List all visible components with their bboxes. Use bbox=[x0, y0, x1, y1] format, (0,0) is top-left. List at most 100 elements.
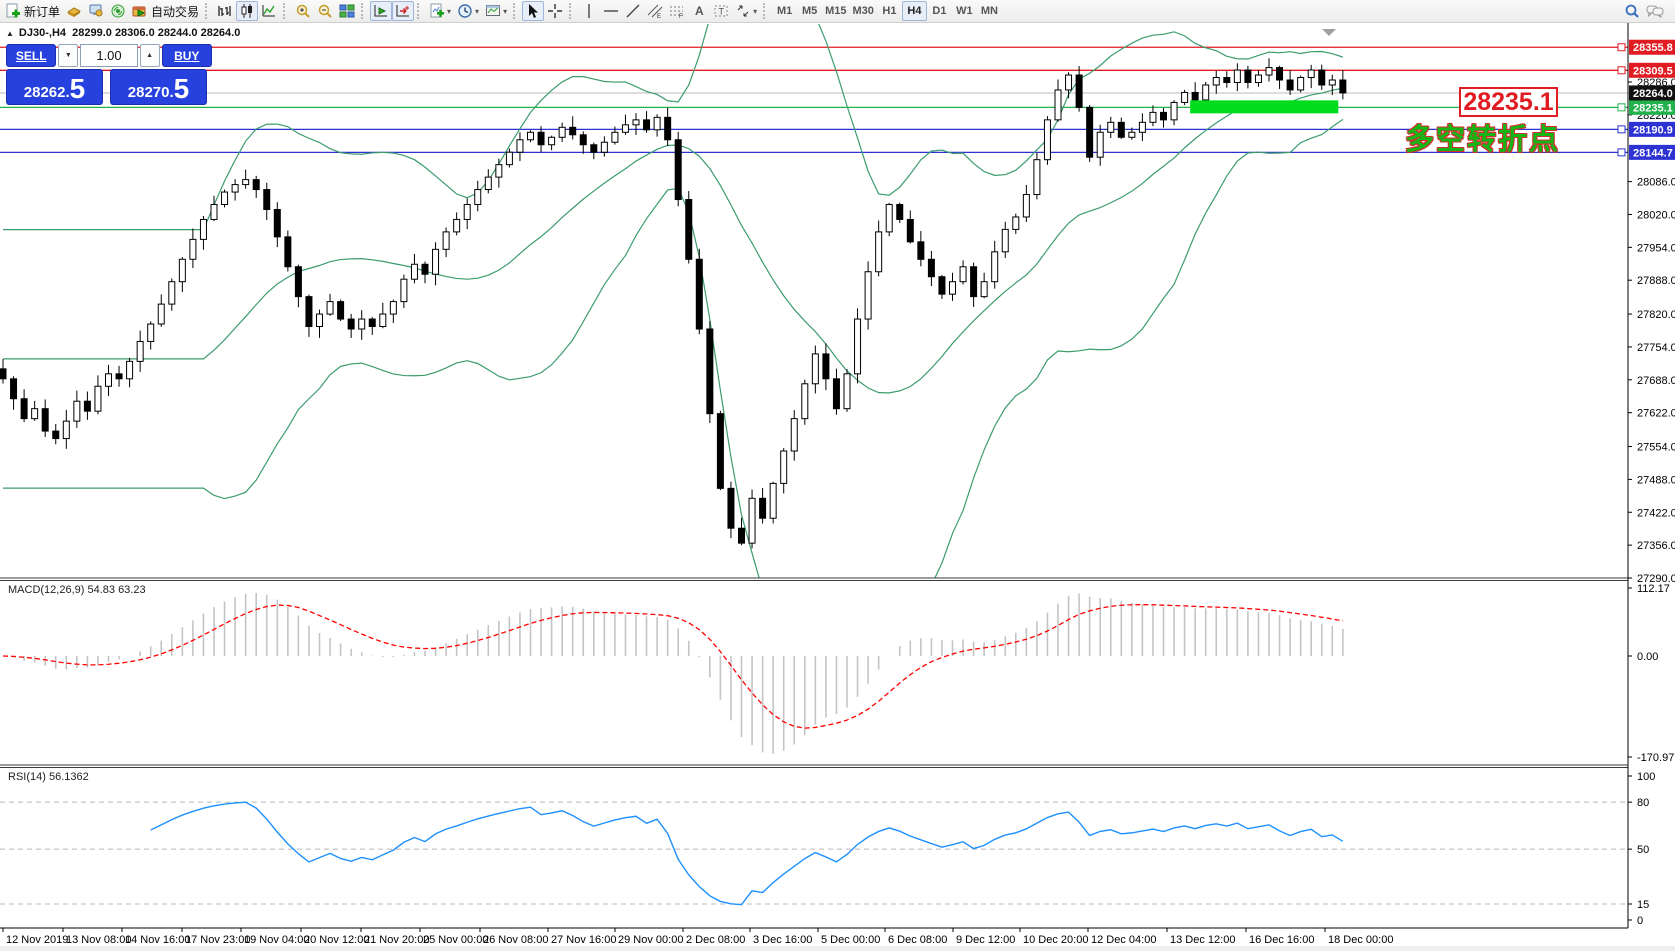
sell-price-display[interactable]: 28262. 5 bbox=[6, 69, 103, 105]
hline-handle[interactable] bbox=[1617, 125, 1626, 134]
candlestick-chart-button[interactable] bbox=[236, 1, 259, 21]
toolbar-grip bbox=[283, 3, 288, 19]
toolbar-grip bbox=[417, 3, 422, 19]
candle-body bbox=[527, 131, 534, 141]
chat-icon bbox=[1646, 5, 1664, 18]
price-callout-label[interactable]: 28235.1 bbox=[1459, 87, 1558, 117]
timeframe-m1-button[interactable]: M1 bbox=[776, 5, 793, 17]
autotrading-icon bbox=[132, 6, 146, 17]
candle-body bbox=[41, 408, 49, 432]
tile-windows-icon bbox=[339, 4, 355, 18]
svg-text:F: F bbox=[679, 14, 683, 19]
text-button[interactable]: A bbox=[688, 1, 710, 21]
hline-handle[interactable] bbox=[1617, 103, 1626, 112]
auto-scroll-button[interactable] bbox=[370, 1, 393, 21]
text-label-icon: T bbox=[714, 5, 728, 17]
cursor-button[interactable] bbox=[522, 1, 545, 21]
market-watch-button[interactable] bbox=[63, 1, 85, 21]
timeframe-m5-button[interactable]: M5 bbox=[801, 5, 818, 17]
indicators-icon bbox=[430, 3, 445, 18]
line-chart-button[interactable] bbox=[258, 1, 280, 21]
horizontal-line-button[interactable] bbox=[600, 1, 622, 21]
chat-button[interactable] bbox=[1643, 1, 1667, 21]
candle-body bbox=[600, 141, 608, 153]
macd-label: MACD(12,26,9) 54.83 63.23 bbox=[8, 584, 146, 596]
arrows-icon bbox=[737, 5, 749, 17]
chart-shift-button[interactable] bbox=[392, 1, 415, 21]
tile-windows-button[interactable] bbox=[336, 1, 358, 21]
arrows-button[interactable]: ▾ bbox=[732, 1, 760, 21]
profiles-button[interactable] bbox=[85, 1, 107, 21]
text-label-button[interactable]: T bbox=[710, 1, 732, 21]
hline-handle[interactable] bbox=[1617, 43, 1626, 52]
trendline-icon bbox=[626, 4, 640, 18]
turning-point-annotation[interactable]: 多空转折点 bbox=[1404, 124, 1560, 156]
vertical-line-button[interactable] bbox=[578, 1, 600, 21]
candle-body bbox=[1297, 77, 1305, 91]
chart-shift-marker-icon[interactable] bbox=[1322, 29, 1336, 36]
periods-button[interactable]: ▾ bbox=[454, 1, 482, 21]
volume-increase-button[interactable]: ▲ bbox=[139, 44, 160, 67]
signals-button[interactable] bbox=[107, 1, 129, 21]
hline-handle[interactable] bbox=[1617, 66, 1626, 75]
templates-button[interactable]: ▾ bbox=[482, 1, 510, 21]
zoom-out-button[interactable] bbox=[314, 1, 336, 21]
time-tick-label: 3 Dec 16:00 bbox=[753, 934, 812, 946]
candle-body bbox=[83, 400, 91, 412]
trendline-button[interactable] bbox=[622, 1, 644, 21]
candle-body bbox=[590, 144, 598, 153]
fibonacci-button[interactable]: F bbox=[666, 1, 688, 21]
hline-handle[interactable] bbox=[1617, 148, 1626, 157]
candle-body bbox=[896, 204, 904, 220]
bar-chart-icon bbox=[218, 6, 231, 16]
time-tick-label: 14 Nov 16:00 bbox=[125, 934, 190, 946]
search-button[interactable] bbox=[1621, 1, 1643, 21]
indicators-button[interactable]: ▾ bbox=[426, 1, 454, 21]
timeframe-h1-button[interactable]: H1 bbox=[882, 5, 897, 17]
volume-decrease-button[interactable]: ▼ bbox=[58, 44, 79, 67]
text-icon: A bbox=[695, 4, 704, 18]
price-tick-label: 27954.0 bbox=[1637, 242, 1675, 254]
equidistant-channel-button[interactable]: E bbox=[644, 1, 666, 21]
sell-button[interactable]: SELL bbox=[6, 44, 57, 67]
main-price-panel bbox=[0, 24, 1628, 578]
candle-body bbox=[62, 420, 70, 440]
candle-body bbox=[885, 204, 893, 233]
crosshair-button[interactable] bbox=[544, 1, 566, 21]
rsi-panel bbox=[0, 801, 1628, 906]
bar-chart-button[interactable] bbox=[214, 1, 236, 21]
buy-button[interactable]: BUY bbox=[161, 44, 212, 67]
timeframe-m15-button[interactable]: M15 bbox=[825, 5, 847, 17]
collapse-panel-icon[interactable]: ▲ bbox=[6, 29, 14, 38]
buy-price-display[interactable]: 28270. 5 bbox=[110, 69, 207, 105]
timeframe-mn-button[interactable]: MN bbox=[980, 5, 998, 17]
candle-body bbox=[10, 378, 18, 400]
price-badge-label: 28190.9 bbox=[1633, 124, 1673, 136]
candle-body bbox=[1170, 101, 1178, 121]
price-tick-label: 27290.0 bbox=[1637, 573, 1675, 585]
time-tick-label: 6 Dec 08:00 bbox=[888, 934, 947, 946]
price-badge-label: 28309.5 bbox=[1633, 65, 1673, 77]
candle-body bbox=[801, 383, 809, 420]
highlight-zone-bar[interactable] bbox=[1190, 100, 1339, 114]
timeframe-w1-button[interactable]: W1 bbox=[956, 5, 973, 17]
candle-body bbox=[263, 189, 271, 210]
candle-body bbox=[569, 126, 577, 136]
candle-body bbox=[653, 116, 661, 131]
rsi-title: RSI(14) bbox=[8, 771, 46, 783]
horizontal-line-icon bbox=[604, 10, 619, 12]
volume-input[interactable]: 1.00 bbox=[80, 44, 138, 67]
autotrading-button[interactable]: 自动交易 bbox=[129, 1, 202, 21]
candle-body bbox=[316, 313, 323, 328]
timeframe-m30-button[interactable]: M30 bbox=[852, 5, 874, 17]
new-order-button[interactable]: 新订单 bbox=[2, 1, 63, 21]
price-tick-label: 27554.0 bbox=[1637, 442, 1675, 454]
candle-body bbox=[432, 248, 440, 275]
candle-body bbox=[1075, 74, 1083, 108]
timeframe-h4-button[interactable]: H4 bbox=[901, 1, 927, 21]
rsi-label: RSI(14) 56.1362 bbox=[8, 771, 89, 783]
zoom-in-button[interactable] bbox=[292, 1, 314, 21]
candle-body bbox=[1128, 131, 1136, 138]
macd-tick-label: 0.00 bbox=[1637, 651, 1658, 663]
timeframe-d1-button[interactable]: D1 bbox=[932, 5, 947, 17]
